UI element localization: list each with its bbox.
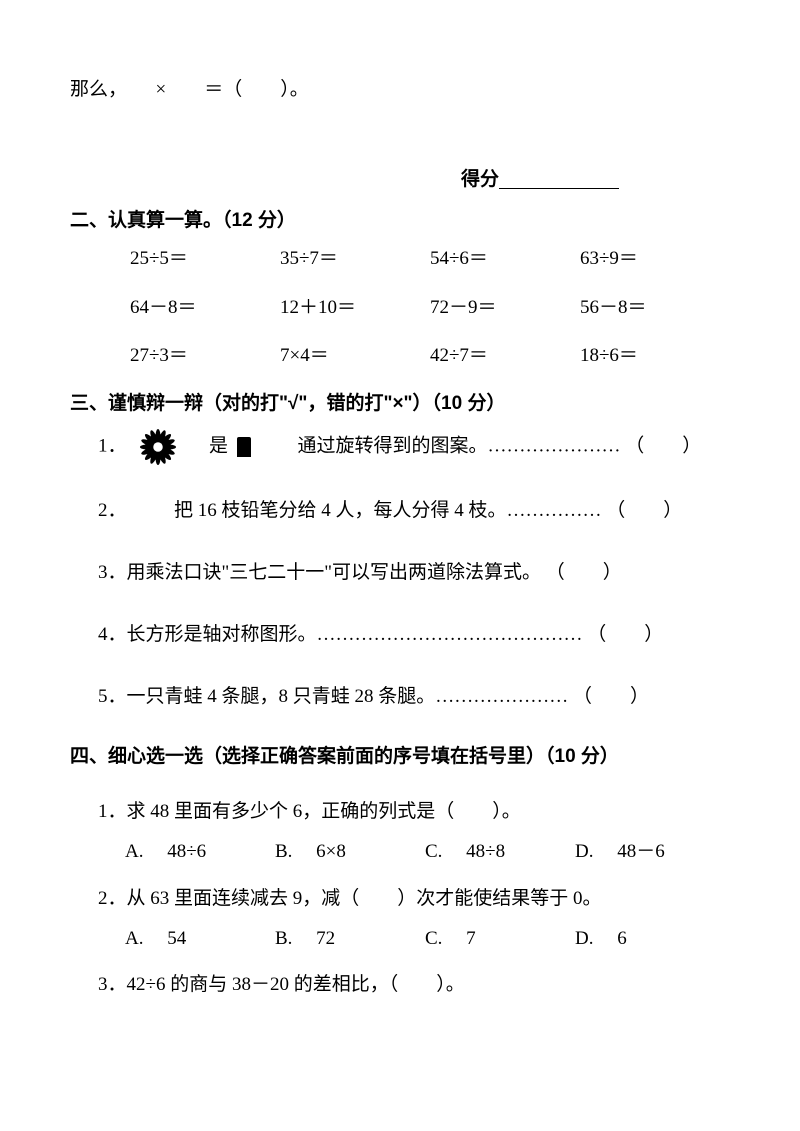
judge-num: 2．	[98, 500, 117, 521]
choice-opt[interactable]: C. 48÷8	[425, 837, 575, 867]
calc-item: 7×4＝	[280, 341, 430, 371]
judge-text: 是	[190, 435, 228, 456]
calc-row: 64－8＝ 12＋10＝ 72－9＝ 56－8＝	[130, 293, 730, 323]
calc-item: 64－8＝	[130, 293, 280, 323]
calc-row: 25÷5＝ 35÷7＝ 54÷6＝ 63÷9＝	[130, 244, 730, 274]
calc-item: 42÷7＝	[430, 341, 580, 371]
judge-text: 一只青蛙 4 条腿，8 只青蛙 28 条腿。………………… （ ）	[127, 686, 650, 707]
choice-num: 3．	[98, 974, 127, 995]
choice-stem: 42÷6 的商与 38－20 的差相比，（ ）。	[127, 974, 465, 995]
judge-num: 1．	[98, 435, 127, 456]
choice-opt[interactable]: D. 6	[575, 924, 725, 954]
choice-item-2: 2．从 63 里面连续减去 9，减（ ）次才能使结果等于 0。	[98, 884, 730, 914]
flower-icon	[139, 428, 177, 466]
judge-item-5: 5．一只青蛙 4 条腿，8 只青蛙 28 条腿。………………… （ ）	[98, 680, 730, 714]
judge-text: 用乘法口诀"三七二十一"可以写出两道除法算式。 （ ）	[127, 562, 622, 583]
calc-item: 12＋10＝	[280, 293, 430, 323]
section2-title: 二、认真算一算。（12 分）	[70, 206, 730, 236]
petal-icon	[237, 437, 251, 457]
judge-num: 5．	[98, 686, 127, 707]
section3-title: 三、谨慎辩一辩（对的打"√"，错的打"×"）（10 分）	[70, 389, 730, 419]
calc-item: 56－8＝	[580, 293, 730, 323]
calc-item: 35÷7＝	[280, 244, 430, 274]
choice-opt[interactable]: B. 6×8	[275, 837, 425, 867]
choice-options: A. 54 B. 72 C. 7 D. 6	[125, 924, 730, 954]
calc-item: 72－9＝	[430, 293, 580, 323]
judge-item-4: 4．长方形是轴对称图形。…………………………………… （ ）	[98, 618, 730, 652]
score-line: 得分	[70, 165, 730, 195]
calc-item: 63÷9＝	[580, 244, 730, 274]
calc-row: 27÷3＝ 7×4＝ 42÷7＝ 18÷6＝	[130, 341, 730, 371]
choice-num: 1．	[98, 801, 127, 822]
judge-item-1: 1．	[98, 428, 730, 466]
calc-item: 18÷6＝	[580, 341, 730, 371]
section4-title: 四、细心选一选（选择正确答案前面的序号填在括号里）（10 分）	[70, 742, 730, 772]
judge-item-3: 3．用乘法口诀"三七二十一"可以写出两道除法算式。 （ ）	[98, 556, 730, 590]
choice-opt[interactable]: D. 48－6	[575, 837, 725, 867]
choice-opt[interactable]: A. 48÷6	[125, 837, 275, 867]
calc-item: 27÷3＝	[130, 341, 280, 371]
choice-opt[interactable]: A. 54	[125, 924, 275, 954]
judge-num: 4．	[98, 624, 127, 645]
choice-opt[interactable]: C. 7	[425, 924, 575, 954]
score-label: 得分	[461, 169, 499, 190]
choice-stem: 从 63 里面连续减去 9，减（ ）次才能使结果等于 0。	[127, 888, 602, 909]
calc-item: 54÷6＝	[430, 244, 580, 274]
choice-num: 2．	[98, 888, 127, 909]
choice-stem: 求 48 里面有多少个 6，正确的列式是（ ）。	[127, 801, 521, 822]
choice-options: A. 48÷6 B. 6×8 C. 48÷8 D. 48－6	[125, 837, 730, 867]
judge-text: 通过旋转得到的图案。………………… （ ）	[260, 435, 702, 456]
choice-opt[interactable]: B. 72	[275, 924, 425, 954]
intro-line: 那么， × ＝（ ）。	[70, 75, 730, 105]
judge-num: 3．	[98, 562, 127, 583]
calc-item: 25÷5＝	[130, 244, 280, 274]
judge-item-2: 2． 把 16 枝铅笔分给 4 人，每人分得 4 枝。…………… （ ）	[98, 494, 730, 528]
score-underline[interactable]	[499, 188, 619, 189]
choice-item-1: 1．求 48 里面有多少个 6，正确的列式是（ ）。	[98, 797, 730, 827]
choice-item-3: 3．42÷6 的商与 38－20 的差相比，（ ）。	[98, 970, 730, 1000]
judge-text: 把 16 枝铅笔分给 4 人，每人分得 4 枝。…………… （ ）	[117, 500, 682, 521]
judge-text: 长方形是轴对称图形。…………………………………… （ ）	[127, 624, 664, 645]
